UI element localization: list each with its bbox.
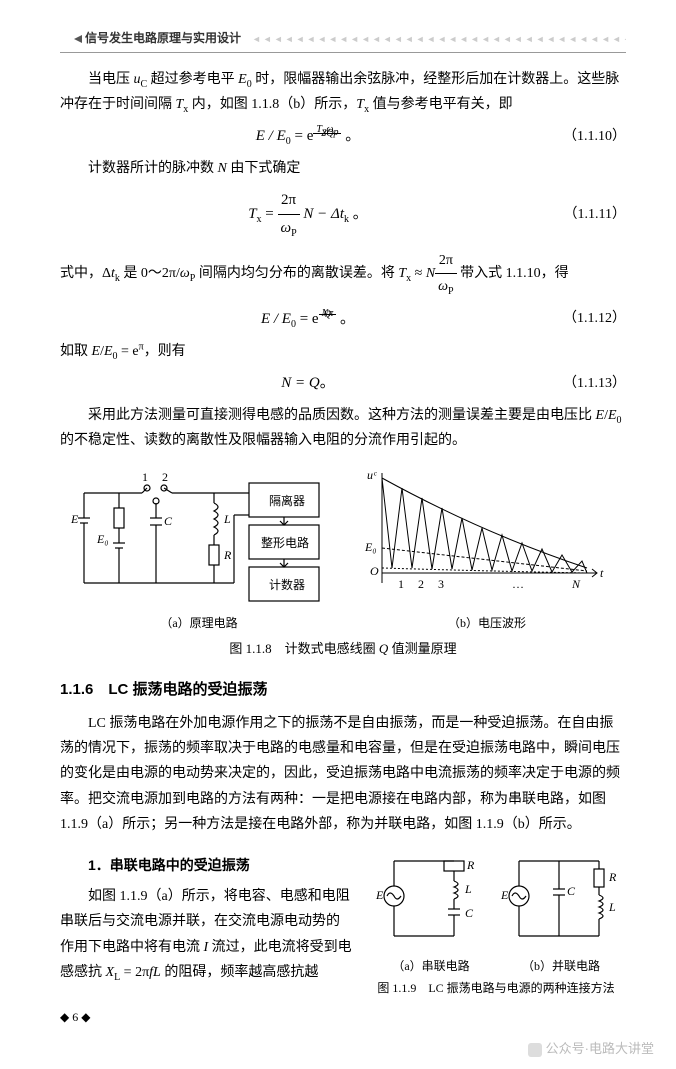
- fig119b-caption: （b）并联电路: [496, 956, 626, 978]
- figure-1-1-8: E E₀ C L R 1 2 隔离器 整形电路 计数器 （a）原理电路: [60, 463, 626, 635]
- subsection-1-title: 1．串联电路中的受迫振荡: [60, 853, 352, 878]
- svg-text:1: 1: [398, 577, 404, 591]
- fig118a-circuit-svg: E E₀ C L R 1 2 隔离器 整形电路 计数器: [64, 463, 334, 613]
- paragraph-5: 采用此方法测量可直接测得电感的品质因数。这种方法的测量误差主要是由电压比 E/E…: [60, 403, 626, 453]
- book-title: 信号发生电路原理与实用设计: [85, 28, 241, 50]
- paragraph-7: 如图 1.1.9（a）所示，将电容、电感和电阻串联后与交流电源并联，在交流电源电…: [60, 884, 352, 985]
- fig119-main-caption: 图 1.1.9 LC 振荡电路与电源的两种连接方法: [366, 978, 626, 1000]
- svg-text:整形电路: 整形电路: [261, 535, 309, 550]
- svg-text:R: R: [223, 548, 232, 562]
- svg-text:R: R: [608, 870, 617, 884]
- equation-1-1-10: E / E0 = eTxωp2Q 。 （1.1.10）: [60, 123, 626, 150]
- svg-text:1: 1: [142, 470, 148, 484]
- svg-text:3: 3: [438, 577, 444, 591]
- svg-text:E: E: [70, 512, 79, 526]
- svg-text:E₀: E₀: [96, 532, 109, 546]
- svg-text:R: R: [466, 858, 475, 872]
- svg-text:…: …: [512, 577, 524, 591]
- wechat-icon: [528, 1043, 542, 1057]
- page-number: ◆ 6 ◆: [60, 1007, 626, 1029]
- fig118b-waveform-svg: uᶜ E₀ O t 1 2 3 … N: [362, 463, 612, 613]
- fig118a-caption: （a）原理电路: [60, 613, 338, 635]
- paragraph-1: 当电压 uC 超过参考电平 E0 时，限幅器输出余弦脉冲，经整形后加在计数器上。…: [60, 67, 626, 117]
- svg-text:E: E: [375, 888, 384, 902]
- svg-text:E₀: E₀: [364, 540, 377, 554]
- svg-text:2: 2: [162, 470, 168, 484]
- fig118b-caption: （b）电压波形: [348, 613, 626, 635]
- svg-text:uᶜ: uᶜ: [367, 468, 377, 482]
- equation-1-1-13: N = Q。 （1.1.13）: [60, 370, 626, 397]
- svg-text:C: C: [465, 906, 474, 920]
- svg-text:L: L: [608, 900, 616, 914]
- svg-text:N: N: [571, 577, 581, 591]
- figure-1-1-9: E R L C E C R L （a）串联电路 （b）并联电路 图 1.1.9 …: [366, 841, 626, 999]
- svg-text:C: C: [164, 514, 173, 528]
- svg-text:E: E: [500, 888, 509, 902]
- page-header: 信号发生电路原理与实用设计 ◄◄◄◄◄◄◄◄◄◄◄◄◄◄◄◄◄◄◄◄◄◄◄◄◄◄…: [60, 28, 626, 53]
- svg-text:2: 2: [418, 577, 424, 591]
- paragraph-3: 式中，Δtk 是 0～2π/ωP 间隔内均匀分布的离散误差。将 Tx ≈ N2π…: [60, 248, 626, 299]
- equation-1-1-11: Tx = 2πωP N − Δtk 。 （1.1.11）: [60, 187, 626, 242]
- svg-text:L: L: [464, 882, 472, 896]
- fig119a-caption: （a）串联电路: [366, 956, 496, 978]
- paragraph-2: 计数器所计的脉冲数 N 由下式确定: [60, 156, 626, 181]
- svg-text:计数器: 计数器: [269, 577, 305, 592]
- equation-1-1-12: E / E0 = eNπQ 。 （1.1.12）: [60, 306, 626, 333]
- svg-text:L: L: [223, 512, 231, 526]
- paragraph-4: 如取 E/E0 = eπ，则有: [60, 339, 626, 364]
- svg-text:t: t: [600, 566, 604, 580]
- paragraph-6: LC 振荡电路在外加电源作用之下的振荡不是自由振荡，而是一种受迫振荡。在自由振荡…: [60, 711, 626, 837]
- watermark: 公众号·电路大讲堂: [528, 1037, 654, 1060]
- svg-text:隔离器: 隔离器: [269, 493, 305, 508]
- section-1-1-6-title: 1.1.6 LC 振荡电路的受迫振荡: [60, 676, 626, 703]
- fig118-main-caption: 图 1.1.8 计数式电感线圈 Q 值测量原理: [60, 637, 626, 660]
- svg-text:C: C: [567, 884, 576, 898]
- header-ornament-icon: [60, 33, 82, 45]
- svg-text:O: O: [370, 564, 379, 578]
- header-filler: ◄◄◄◄◄◄◄◄◄◄◄◄◄◄◄◄◄◄◄◄◄◄◄◄◄◄◄◄◄◄◄◄◄◄◄◄◄◄◄◄…: [241, 31, 626, 47]
